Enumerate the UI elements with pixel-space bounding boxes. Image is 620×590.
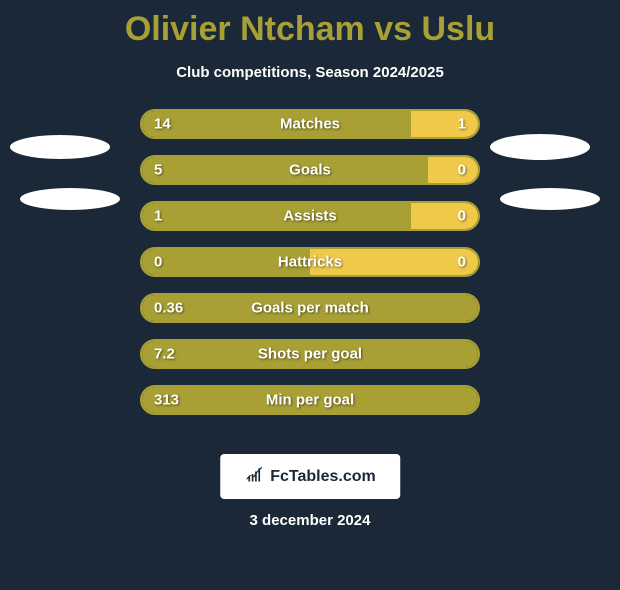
watermark-text: FcTables.com (270, 468, 376, 486)
stat-label: Assists (283, 208, 336, 225)
bar-wrapper: Matches 14 1 (140, 109, 480, 139)
subtitle: Club competitions, Season 2024/2025 (0, 64, 620, 81)
bar-wrapper: Shots per goal 7.2 (140, 339, 480, 369)
bar-wrapper: Goals 5 0 (140, 155, 480, 185)
stat-value-right: 1 (458, 116, 466, 133)
stat-value-left: 313 (154, 392, 179, 409)
stat-value-left: 1 (154, 208, 162, 225)
bar-left (142, 111, 411, 137)
stat-label: Goals per match (251, 300, 369, 317)
bar-right (411, 111, 478, 137)
stat-value-right: 0 (458, 254, 466, 271)
decorative-ellipse (500, 188, 600, 210)
watermark: FcTables.com (220, 454, 400, 499)
chart-icon (244, 464, 264, 489)
stat-row: Shots per goal 7.2 (0, 339, 620, 369)
stat-row: Hattricks 0 0 (0, 247, 620, 277)
page-title: Olivier Ntcham vs Uslu (0, 10, 620, 49)
stat-value-right: 0 (458, 208, 466, 225)
bar-right (428, 157, 478, 183)
decorative-ellipse (490, 134, 590, 160)
decorative-ellipse (20, 188, 120, 210)
stat-label: Min per goal (266, 392, 354, 409)
bar-left (142, 157, 428, 183)
bar-wrapper: Assists 1 0 (140, 201, 480, 231)
stat-label: Goals (289, 162, 331, 179)
stat-row: Goals per match 0.36 (0, 293, 620, 323)
stat-value-left: 14 (154, 116, 171, 133)
bar-left (142, 203, 411, 229)
bar-right (411, 203, 478, 229)
stat-value-left: 7.2 (154, 346, 175, 363)
stat-label: Matches (280, 116, 340, 133)
stat-value-left: 0 (154, 254, 162, 271)
stat-label: Hattricks (278, 254, 342, 271)
decorative-ellipse (10, 135, 110, 159)
bar-wrapper: Hattricks 0 0 (140, 247, 480, 277)
stat-value-right: 0 (458, 162, 466, 179)
stat-label: Shots per goal (258, 346, 362, 363)
stat-row: Min per goal 313 (0, 385, 620, 415)
date-text: 3 december 2024 (0, 512, 620, 529)
stat-value-left: 0.36 (154, 300, 183, 317)
bar-wrapper: Min per goal 313 (140, 385, 480, 415)
bar-wrapper: Goals per match 0.36 (140, 293, 480, 323)
stat-value-left: 5 (154, 162, 162, 179)
